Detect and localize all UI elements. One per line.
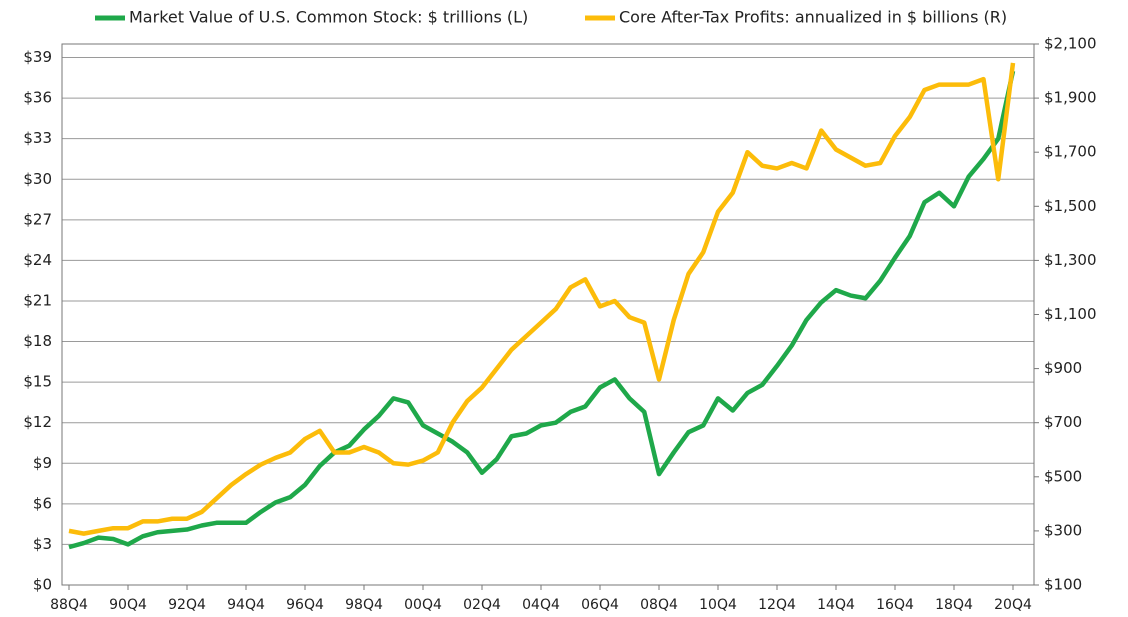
x-tick-label: 12Q4: [758, 597, 796, 613]
legend-label: Market Value of U.S. Common Stock: $ tri…: [129, 8, 528, 27]
x-tick-label: 88Q4: [50, 597, 88, 613]
x-tick-label: 00Q4: [404, 597, 442, 613]
y-tick-label: $12: [23, 413, 52, 431]
y-tick-label: $6: [33, 494, 52, 512]
y-tick-label: $33: [23, 129, 52, 147]
y-tick-label: $18: [23, 332, 52, 350]
y2-tick-label: $1,700: [1044, 143, 1097, 161]
x-tick-label: 06Q4: [581, 597, 619, 613]
y2-tick-label: $1,100: [1044, 305, 1097, 323]
y2-tick-label: $500: [1044, 467, 1082, 485]
x-tick-label: 20Q4: [994, 597, 1032, 613]
y2-tick-label: $1,900: [1044, 89, 1097, 107]
y2-tick-label: $2,100: [1044, 35, 1097, 53]
y-tick-label: $30: [23, 170, 52, 188]
y-tick-label: $36: [23, 89, 52, 107]
y-tick-label: $9: [33, 454, 52, 472]
series-line: [68, 70, 1016, 550]
y-tick-label: $0: [33, 576, 52, 594]
x-tick-label: 92Q4: [168, 597, 206, 613]
x-tick-label: 10Q4: [699, 597, 737, 613]
legend-label: Core After-Tax Profits: annualized in $ …: [619, 8, 1007, 27]
x-tick-label: 04Q4: [522, 597, 560, 613]
x-tick-label: 18Q4: [935, 597, 973, 613]
y-tick-label: $39: [23, 48, 52, 66]
x-tick-label: 16Q4: [876, 597, 914, 613]
y-tick-label: $27: [23, 210, 52, 228]
x-tick-label: 02Q4: [463, 597, 501, 613]
y2-tick-label: $900: [1044, 359, 1082, 377]
x-tick-label: 96Q4: [286, 597, 324, 613]
y2-tick-label: $1,500: [1044, 197, 1097, 215]
y-tick-label: $15: [23, 373, 52, 391]
series-line: [68, 62, 1016, 536]
y2-tick-label: $100: [1044, 576, 1082, 594]
x-tick-label: 08Q4: [640, 597, 678, 613]
y-tick-label: $24: [23, 251, 52, 269]
x-tick-label: 90Q4: [109, 597, 147, 613]
x-tick-label: 14Q4: [817, 597, 855, 613]
x-tick-label: 94Q4: [227, 597, 265, 613]
x-tick-label: 98Q4: [345, 597, 383, 613]
y2-tick-label: $700: [1044, 413, 1082, 431]
y-tick-label: $21: [23, 291, 52, 309]
y2-tick-label: $1,300: [1044, 251, 1097, 269]
y2-tick-label: $300: [1044, 521, 1082, 539]
y-tick-label: $3: [33, 535, 52, 553]
plot-frame: [61, 43, 1035, 586]
